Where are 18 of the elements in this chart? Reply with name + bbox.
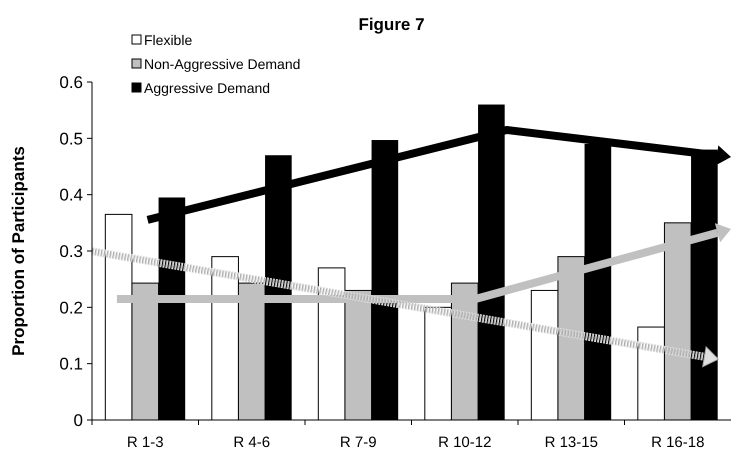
y-tick-label: 0.1 <box>59 354 83 374</box>
y-tick-label: 0.4 <box>59 186 83 205</box>
legend-label: Flexible <box>144 32 192 48</box>
legend-label: Aggressive Demand <box>144 80 270 96</box>
x-tick-label: R 7-9 <box>340 434 377 451</box>
y-tick-label: 0.5 <box>59 129 83 148</box>
x-tick-label: R 1-3 <box>126 434 164 451</box>
x-tick-label: R 4-6 <box>233 434 270 451</box>
y-tick-label: 0 <box>74 410 83 430</box>
y-tick-label: 0.6 <box>59 72 83 92</box>
chart-title: Figure 7 <box>358 15 425 34</box>
x-tick-label: R 16-18 <box>651 434 704 451</box>
y-axis-title: Proportion of Participants <box>9 146 28 356</box>
legend-label: Non-Aggressive Demand <box>144 56 300 72</box>
y-tick-label: 0.2 <box>59 298 83 318</box>
x-tick-label: R 10-12 <box>438 434 492 451</box>
y-tick-label: 0.3 <box>59 242 83 261</box>
x-tick-label: R 13-15 <box>544 434 598 451</box>
